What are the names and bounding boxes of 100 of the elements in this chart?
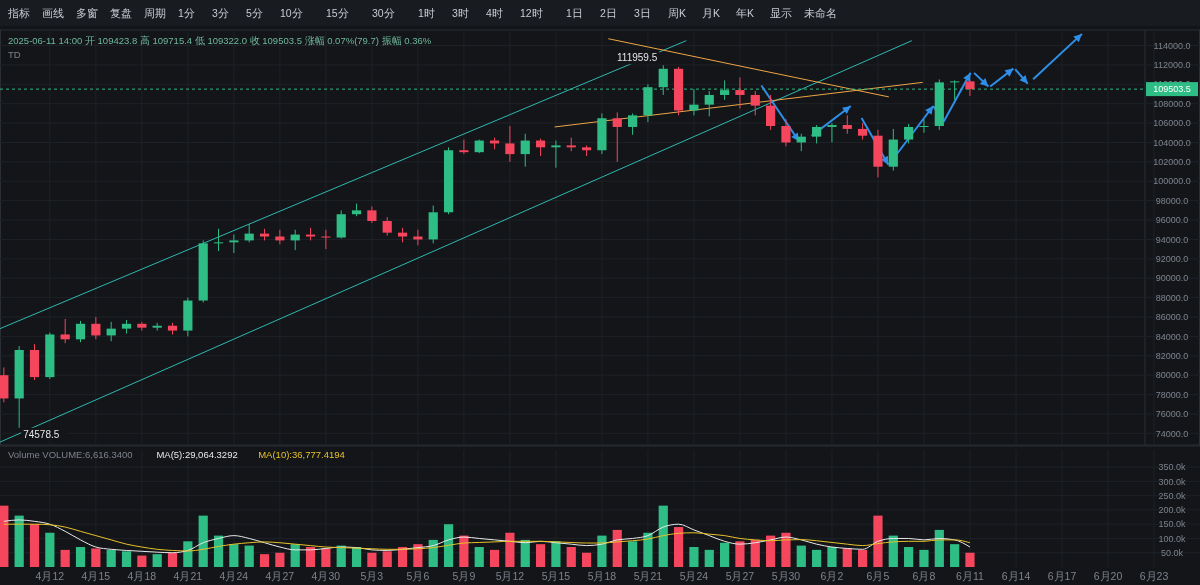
x-tick-label: 5月6 [406,570,430,582]
bar [489,549,500,567]
y-tick-label: 114000.0 [1153,40,1191,51]
x-tick-label: 5月27 [725,570,755,582]
text: 2025-06-11 14:00 开 109423.8 高 109715.4 低 109322.0 收 109503.5 涨幅 0.07%(79.7) 振幅 0.36% [8,35,432,46]
candlestick [612,111,622,163]
bar [796,545,806,567]
bar [106,549,116,567]
y-tick-label: 84000.0 [1155,331,1189,342]
bar [244,545,254,567]
y-tick-label: 200.0k [1158,505,1187,516]
bar [0,505,9,567]
x-tick-label: 6月20 [1093,570,1123,582]
bar [305,547,316,567]
bar [535,544,546,567]
y-tick-label: 106000.0 [1153,118,1191,129]
x-tick-label: 5月3 [360,570,384,582]
y-tick-label: 86000.0 [1155,312,1189,323]
y-tick-label: 112000.0 [1153,60,1191,71]
x-tick-label: 6月5 [866,570,890,582]
candlestick [812,124,822,144]
bar [29,524,40,567]
x-tick-label: 5月24 [679,570,709,582]
x-tick-label: 4月15 [81,570,111,582]
bar [121,551,132,567]
bar [443,524,454,567]
candlestick [321,229,331,250]
bar [505,532,515,567]
bar [643,532,653,567]
bar [766,535,776,567]
x-tick-label: 5月12 [495,570,525,582]
y-tick-label: 300.0k [1158,476,1187,487]
y-tick-label: 76000.0 [1155,409,1189,420]
x-tick-label: 5月21 [633,570,663,582]
annotation: 74578.5 [23,428,60,440]
x-tick-label: 5月15 [541,570,571,582]
y-tick-label: 108000.0 [1153,98,1191,109]
y-tick-label: 150.0k [1158,519,1187,530]
bar [275,552,285,567]
candlestick [60,318,70,344]
bar [750,539,760,567]
bar [658,505,668,567]
bar [91,548,101,567]
bar [597,535,607,567]
y-tick-label: 98000.0 [1155,195,1189,206]
bar [950,544,960,567]
annotation: TD [8,49,21,60]
x-tick-label: 4月21 [173,570,203,582]
x-tick-label: 4月30 [311,570,341,582]
candlestick [137,321,147,332]
x-tick-label: 5月9 [452,570,476,582]
candlestick [965,79,975,97]
bar [919,549,929,567]
candlestick [750,90,760,116]
bar [827,547,837,567]
bar [965,552,975,567]
bar [904,547,914,567]
candlestick [382,216,392,237]
y-tick-label: 80000.0 [1155,370,1189,381]
bar [183,541,193,567]
candlestick [229,234,239,254]
bar [566,547,576,567]
bar [229,544,239,567]
bar [612,529,622,567]
bar [259,554,270,567]
x-tick-label: 4月24 [219,570,249,582]
candlestick [904,123,914,144]
x-tick-label: 6月2 [820,570,844,582]
bar [812,549,822,567]
y-tick-label: 250.0k [1158,490,1187,501]
candlestick [919,118,929,134]
bar [581,552,592,567]
y-tick-label: 104000.0 [1153,137,1191,148]
bar [167,552,178,567]
y-tick-label: 100.0k [1158,533,1187,544]
x-tick-label: 4月18 [127,570,157,582]
y-tick-label: 96000.0 [1155,215,1189,226]
candlestick [336,209,346,239]
y-tick-label: 50.0k [1160,547,1184,558]
candlestick [213,228,224,252]
bar [382,551,392,567]
x-tick-label: 6月23 [1139,570,1169,582]
candlestick [551,140,561,169]
text: MA(10):36,777.4194 [258,449,345,460]
candlestick [75,320,86,343]
bar [627,541,638,567]
toolbar: 指标 画线 多窗 复盘 周期 1分 3分 5分 10分 15分 30分 1时 3时 4时 12时 1日 2日 3日 周K 月K 年K 显示 未命名 [0,0,1200,26]
y-tick-label: 350.0k [1158,462,1187,473]
bar [367,552,377,567]
bar [198,515,208,567]
bar [321,548,331,567]
bar [934,529,944,567]
x-tick-label: 6月14 [1001,570,1031,582]
bar [720,542,730,567]
bar [673,527,684,567]
bar [45,532,55,567]
candlestick [505,125,515,163]
bar [689,547,699,567]
text: MA(5):29,064.3292 [156,449,238,460]
bar [520,539,530,567]
